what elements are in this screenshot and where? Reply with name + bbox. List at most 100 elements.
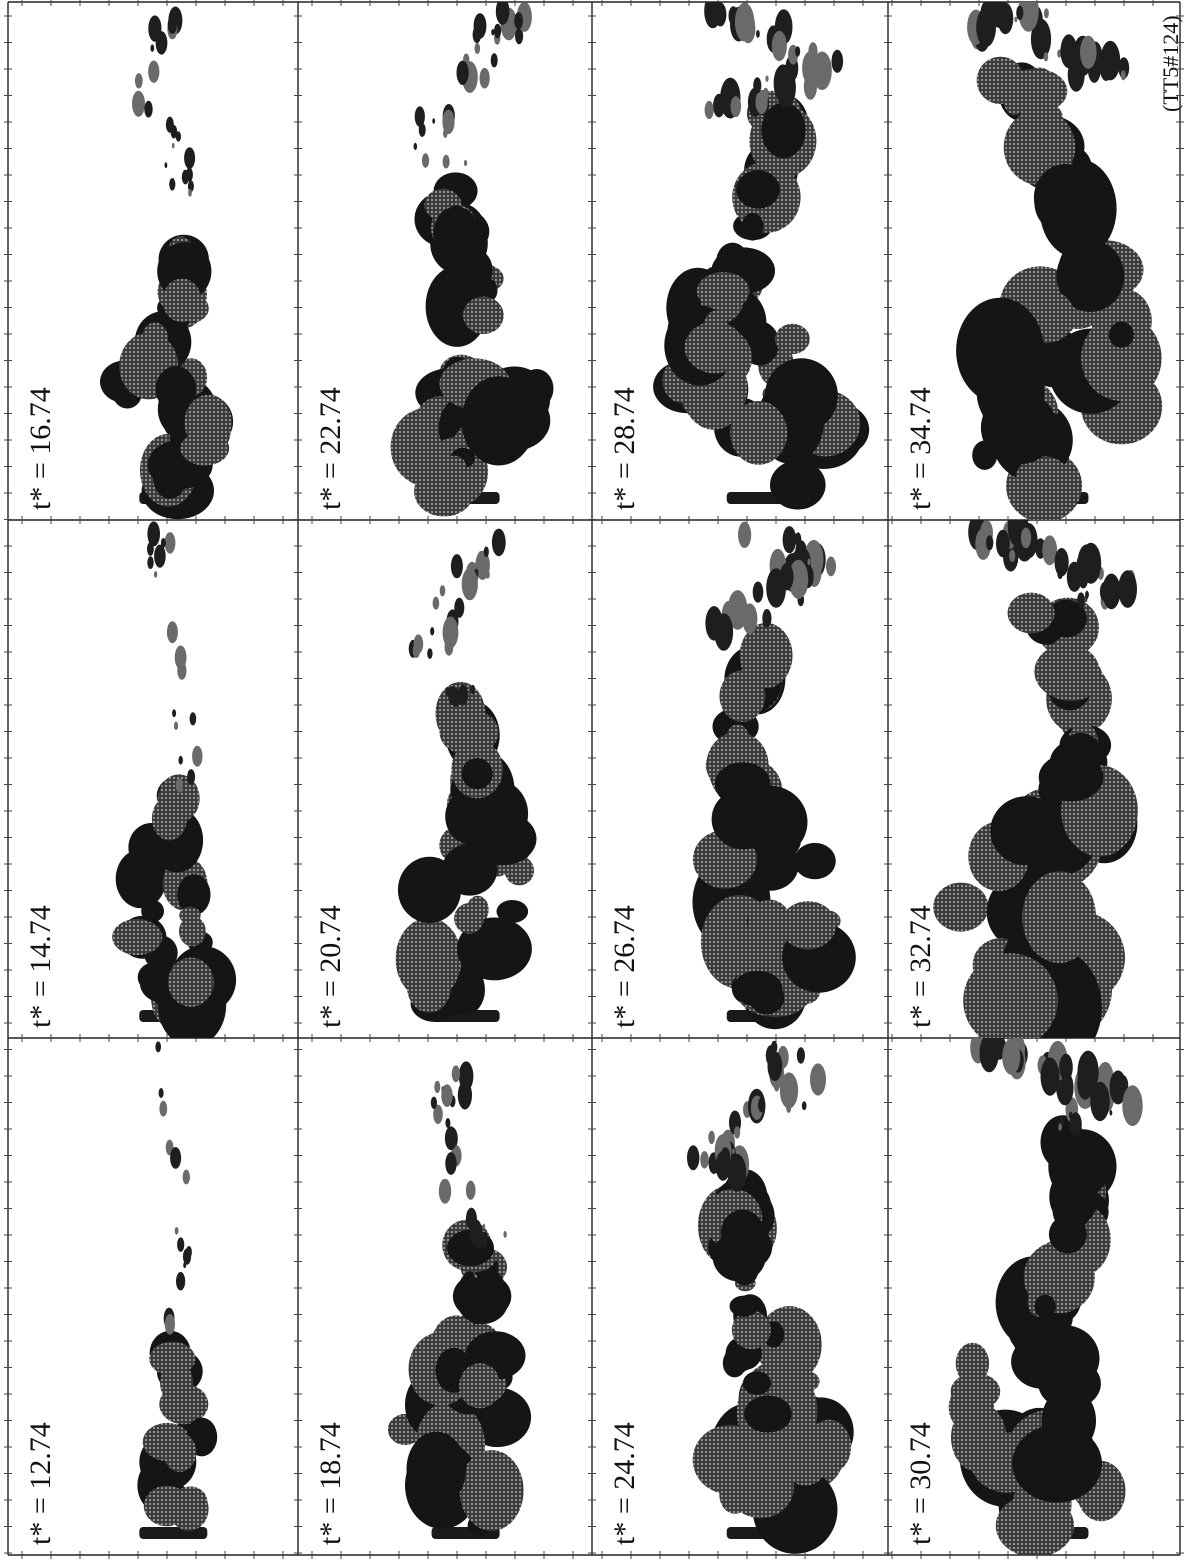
- plume-blob: [1007, 592, 1055, 634]
- plume-wisp: [988, 10, 995, 23]
- plume-wisp: [427, 648, 433, 659]
- plume-blob: [1018, 100, 1063, 136]
- plume-wisp: [752, 581, 764, 603]
- plume-blob: [956, 297, 1045, 404]
- plume-blob: [456, 917, 532, 981]
- plume-wisp: [795, 46, 801, 57]
- plume-wisp: [1109, 1110, 1113, 1116]
- plume-wisp: [430, 627, 435, 636]
- plume-wisp: [164, 162, 168, 169]
- plume-blob: [112, 918, 163, 956]
- plume-blob: [742, 1371, 772, 1395]
- plume-wisp: [1085, 590, 1089, 599]
- plume-panel: [888, 1038, 1180, 1555]
- plume-blob: [160, 1361, 193, 1404]
- time-label: t* = 20.74: [314, 905, 347, 1028]
- plume-image: [948, 1038, 1143, 1555]
- plume-blob: [719, 670, 766, 722]
- plume-wisp: [421, 153, 430, 168]
- plume-wisp: [1002, 1038, 1021, 1075]
- plume-wisp: [444, 1126, 457, 1151]
- plume-wisp: [756, 30, 760, 38]
- plume-blob: [1033, 164, 1098, 231]
- plume-wisp: [514, 12, 523, 30]
- plume-wisp: [182, 1169, 190, 1185]
- plume-wisp: [1118, 570, 1137, 608]
- plume-blob: [179, 916, 206, 947]
- plume-blob: [1022, 871, 1096, 963]
- plume-wisp: [738, 521, 752, 548]
- plume-wisp: [480, 1231, 488, 1247]
- plume-wisp: [1122, 1085, 1143, 1127]
- time-label: t* = 22.74: [314, 387, 347, 510]
- plume-blob: [972, 440, 998, 470]
- plume-wisp: [169, 178, 176, 191]
- plume-wisp: [1120, 70, 1126, 81]
- plume-wisp: [1018, 2, 1039, 32]
- plume-wisp: [450, 554, 463, 579]
- plume-wisp: [173, 721, 179, 730]
- plume-wisp: [465, 1180, 476, 1200]
- plume-wisp: [734, 1126, 741, 1139]
- plume-wisp: [174, 1227, 179, 1235]
- plume-wisp: [1020, 527, 1032, 549]
- plume-wisp: [780, 1093, 786, 1102]
- plume-wisp: [494, 23, 502, 39]
- plume-blob: [731, 1310, 771, 1350]
- plume-blob: [779, 901, 837, 950]
- plume-panel: [592, 1038, 888, 1555]
- plume-blob: [174, 1486, 208, 1517]
- plume-wisp: [801, 1101, 807, 1111]
- plume-wisp: [418, 122, 426, 137]
- plume-wisp: [185, 1246, 192, 1259]
- plume-wisp: [786, 1103, 792, 1113]
- plume-blob: [739, 622, 793, 689]
- plume-wisp: [187, 180, 194, 193]
- plume-wisp: [788, 559, 809, 599]
- time-label: t* = 32.74: [904, 905, 937, 1028]
- plume-blob: [1003, 68, 1068, 114]
- plume-wisp: [472, 26, 482, 44]
- plume-wisp: [177, 1237, 185, 1252]
- plume-blob: [1108, 321, 1134, 348]
- time-label: t* = 16.74: [24, 387, 57, 510]
- plume-wisp: [773, 1079, 780, 1092]
- plume-wisp: [515, 27, 524, 45]
- plume-wisp: [753, 77, 762, 94]
- plume-wisp: [1109, 1070, 1127, 1105]
- plume-blob: [406, 959, 452, 1013]
- plume-blob: [155, 366, 197, 412]
- plume-wisp: [176, 1272, 186, 1291]
- plume-wisp: [432, 118, 436, 124]
- plume-wisp: [482, 1223, 486, 1230]
- plume-blob: [794, 842, 836, 880]
- plume-wisp: [730, 96, 742, 118]
- plume-wisp: [807, 558, 811, 566]
- plume-wisp: [175, 131, 181, 142]
- plume-wisp: [979, 1038, 999, 1073]
- plume-blob: [414, 466, 475, 517]
- time-label: t* = 12.74: [24, 1422, 57, 1545]
- plume-blob: [1052, 1189, 1091, 1232]
- plume-wisp: [1099, 55, 1113, 81]
- plume-wisp: [188, 189, 192, 197]
- plume-wisp: [748, 609, 753, 617]
- plume-blob: [990, 796, 1063, 866]
- plume-blob: [1034, 1294, 1056, 1319]
- plume-image: [390, 2, 554, 517]
- plume-blob: [722, 1348, 747, 1378]
- plume-blob: [478, 1451, 513, 1494]
- plume-wisp: [765, 75, 769, 82]
- plume-wisp: [975, 528, 992, 560]
- plume-wisp: [413, 142, 418, 150]
- plume-panel: [298, 520, 592, 1038]
- plume-wisp: [171, 142, 175, 149]
- plume-blob: [445, 205, 467, 233]
- plume-wisp: [491, 528, 506, 557]
- plume-wisp: [159, 1100, 168, 1117]
- plume-wisp: [442, 616, 459, 649]
- plume-wisp: [1077, 1068, 1093, 1100]
- plume-wisp: [441, 1084, 453, 1107]
- plume-wisp: [150, 44, 155, 52]
- plume-panel: [592, 520, 888, 1038]
